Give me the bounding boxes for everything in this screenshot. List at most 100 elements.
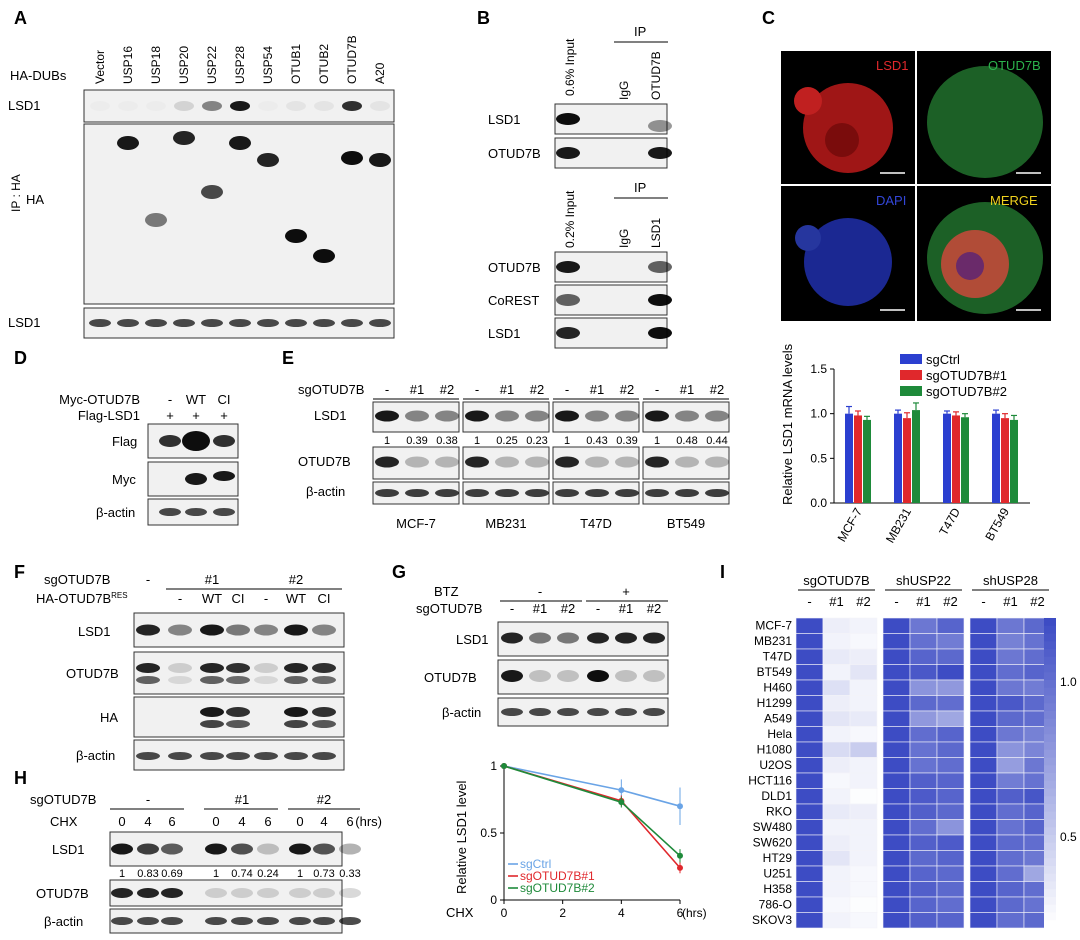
- a-band-lsd1-input: [341, 319, 363, 327]
- h-band-otud7b: [137, 888, 159, 898]
- e-band-actin: [585, 489, 609, 497]
- f-band-lsd1: [312, 624, 336, 636]
- heatmap-cell: [849, 772, 878, 789]
- colorbar-tick: 0.5: [1060, 830, 1077, 844]
- g-sg-value: #1: [619, 601, 633, 616]
- h-band-lsd1: [161, 843, 183, 855]
- line-x-tick-label: 6: [677, 906, 684, 920]
- h-band-actin: [205, 917, 227, 925]
- dub-heatmap: sgOTUD7B - #1 #2 shUSP22 - #1 #2 shUSP28 - #1 #2 MCF…: [748, 573, 1077, 929]
- line-y-tick-label: 0.5: [480, 826, 497, 840]
- colorbar-segment: [1044, 912, 1056, 921]
- e-lane-label: -: [385, 382, 389, 397]
- a-band-lsd1-input: [89, 319, 111, 327]
- e-band-otud7b: [525, 456, 549, 468]
- h-sg-label: sgOTUD7B: [30, 792, 96, 807]
- e-band-otud7b: [555, 456, 579, 468]
- heatmap-cell: [996, 679, 1025, 696]
- bar: [992, 413, 1000, 503]
- e-quant: 1: [654, 435, 660, 447]
- heatmap-cell: [849, 896, 878, 913]
- g-row-lsd1: LSD1: [456, 632, 489, 647]
- bar-y-tick-label: 0.0: [810, 496, 827, 510]
- h-time: 6: [264, 814, 271, 829]
- heatmap-cell: [996, 648, 1025, 665]
- b-band: [556, 261, 580, 273]
- heatmap-cell: [909, 741, 938, 758]
- h-quant: 0.74: [231, 868, 252, 880]
- line-y-label: Relative LSD1 level: [454, 780, 469, 894]
- a-band-lsd1-input: [257, 319, 279, 327]
- heatmap-cell: [909, 819, 938, 836]
- e-band-lsd1: [675, 410, 699, 422]
- a-header-label: HA-DUBs: [10, 68, 67, 83]
- line-legend-label: sgOTUD7B#2: [520, 881, 595, 895]
- heatmap-cell: [849, 865, 878, 882]
- heatmap-cell: [969, 633, 998, 650]
- heatmap-cell: [822, 664, 851, 681]
- e-quant: 1: [384, 435, 390, 447]
- heatmap-cell: [849, 664, 878, 681]
- f-res-value: -: [178, 591, 182, 606]
- e-lane-label: #1: [410, 382, 424, 397]
- colorbar-segment: [1044, 842, 1056, 851]
- heatmap-cell: [822, 648, 851, 665]
- e-band-otud7b: [405, 456, 429, 468]
- a-lane-label: OTUB1: [289, 44, 303, 84]
- d-row-flag: Flag: [112, 434, 137, 449]
- e-band-lsd1: [555, 410, 579, 422]
- line-series: [503, 765, 681, 857]
- e-band-actin: [375, 489, 399, 497]
- h-sg-value: -: [146, 792, 150, 807]
- colorbar-segment: [1044, 687, 1056, 696]
- colorbar-segment: [1044, 881, 1056, 890]
- h-band-lsd1: [289, 843, 311, 855]
- g-band-otud7b: [615, 670, 637, 682]
- heatmap-cell: [822, 633, 851, 650]
- colorbar-segment: [1044, 765, 1056, 774]
- e-band-otud7b: [585, 456, 609, 468]
- g-band-actin: [643, 708, 665, 716]
- heatmap-cell: [849, 648, 878, 665]
- d-band-actin: [185, 508, 207, 516]
- g-row-otud7b: OTUD7B: [424, 670, 477, 685]
- heatmap-cell: [882, 617, 911, 634]
- a-band-lsd1-input: [229, 319, 251, 327]
- h-quant: 1: [213, 868, 219, 880]
- heatmap-cell: [849, 834, 878, 851]
- heatmap-row-label: Hela: [767, 727, 792, 741]
- h-quant: 0.24: [257, 868, 278, 880]
- heatmap-row-label: DLD1: [761, 789, 792, 803]
- g-band-lsd1: [587, 632, 609, 644]
- heatmap-cell: [795, 679, 824, 696]
- heatmap-cell: [969, 757, 998, 774]
- a-lane-label: OTUB2: [317, 44, 331, 84]
- heatmap-cell: [849, 679, 878, 696]
- heatmap-row-label: H1299: [757, 696, 793, 710]
- heatmap-lane-label: -: [981, 594, 985, 609]
- heatmap-cell: [795, 865, 824, 882]
- e-band-actin: [525, 489, 549, 497]
- heatmap-lane-label: #1: [829, 594, 843, 609]
- b-top-lane-otud7b: OTUD7B: [649, 51, 663, 100]
- heatmap-lane-label: #1: [1003, 594, 1017, 609]
- colorbar-segment: [1044, 641, 1056, 650]
- h-band-lsd1: [257, 843, 279, 855]
- line-point: [501, 763, 507, 769]
- heatmap-row-label: H460: [763, 681, 792, 695]
- heatmap-cell: [969, 695, 998, 712]
- f-band-ha: [284, 720, 308, 728]
- line-x-tick-label: 2: [559, 906, 566, 920]
- heatmap-cell: [795, 788, 824, 805]
- f-band-otud7b: [312, 663, 336, 673]
- heatmap-cell: [822, 850, 851, 867]
- colorbar-segment: [1044, 703, 1056, 712]
- h-band-otud7b: [339, 888, 361, 898]
- d-cond-value: +: [192, 408, 200, 423]
- bar: [961, 417, 969, 503]
- g-band-lsd1: [615, 632, 637, 644]
- colorbar-segment: [1044, 672, 1056, 681]
- heatmap-cell: [996, 881, 1025, 898]
- e-cell-line: MB231: [485, 516, 526, 531]
- f-band-otud7b: [226, 676, 250, 684]
